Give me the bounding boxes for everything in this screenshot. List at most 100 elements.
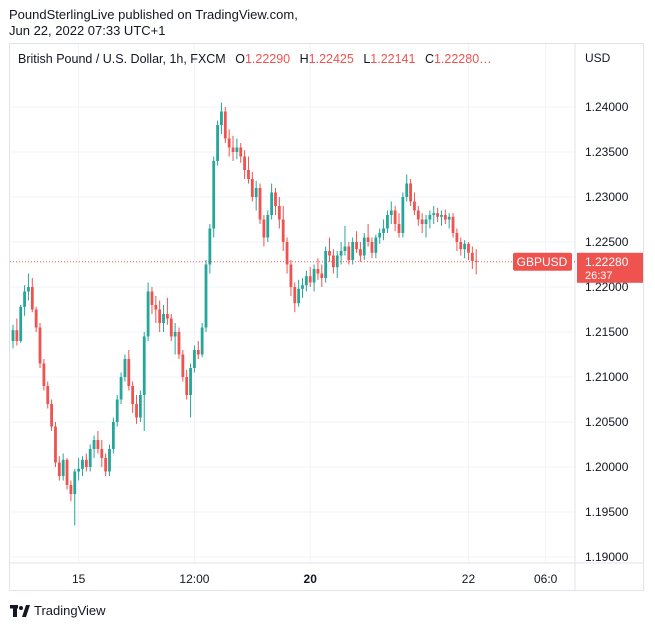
candle	[378, 228, 382, 244]
candle	[185, 369, 189, 400]
candle	[343, 225, 347, 256]
candle-body	[316, 269, 320, 274]
candle-body	[69, 485, 73, 494]
candle	[328, 237, 331, 262]
candle	[397, 213, 401, 238]
chart-frame	[9, 43, 644, 591]
candle	[38, 323, 42, 368]
candle	[30, 278, 34, 313]
low-value: 1.22141	[370, 52, 416, 66]
candle-body	[142, 336, 146, 395]
candle	[370, 237, 374, 259]
candle-body	[27, 287, 30, 292]
candle	[146, 282, 150, 341]
candle-body	[459, 242, 463, 250]
candle	[339, 242, 343, 265]
candle-body	[119, 377, 123, 400]
candle	[351, 237, 355, 265]
candle	[196, 341, 200, 359]
candle	[138, 390, 142, 422]
candle-body	[208, 228, 212, 265]
candle-body	[23, 291, 26, 307]
candle	[200, 323, 204, 358]
candle	[455, 228, 459, 251]
candle-body	[138, 395, 142, 418]
candle-body	[247, 170, 250, 179]
y-tick-label: 1.23000	[585, 190, 629, 204]
candle-body	[289, 264, 293, 287]
candle-body	[84, 459, 88, 467]
candle-body	[61, 459, 65, 476]
y-tick-label: 1.21000	[585, 370, 629, 384]
candle-body	[46, 386, 50, 404]
candle-body	[389, 210, 393, 215]
candle	[285, 237, 289, 274]
low-label: L	[363, 52, 371, 66]
candle	[386, 210, 389, 233]
candle-body	[258, 188, 262, 220]
candle-body	[77, 468, 81, 472]
candle-body	[111, 422, 115, 449]
high-label: H	[299, 52, 309, 66]
close-label: C	[424, 52, 434, 66]
candle	[293, 282, 297, 313]
candle	[23, 285, 26, 316]
candle	[15, 318, 19, 346]
candle-body	[223, 111, 227, 139]
candle	[88, 444, 92, 472]
candle	[27, 273, 30, 301]
candle-body	[447, 216, 451, 220]
candle	[401, 192, 405, 238]
y-tick-label: 1.22500	[585, 235, 629, 249]
candle-body	[100, 449, 104, 458]
candle	[173, 323, 177, 355]
candle-body	[386, 215, 389, 229]
candle	[274, 188, 277, 215]
publisher-line: PoundSterlingLive published on TradingVi…	[9, 7, 298, 22]
candle	[77, 458, 81, 481]
candle	[316, 258, 320, 280]
candle	[73, 468, 77, 526]
candle	[281, 206, 285, 251]
candle-body	[146, 291, 150, 337]
close-value: 1.22280…	[433, 52, 492, 66]
candle-body	[81, 459, 84, 469]
candle	[11, 324, 15, 349]
candle	[42, 359, 46, 391]
candle-body	[436, 213, 439, 217]
candle-body	[73, 471, 77, 494]
candle-body	[173, 332, 177, 337]
candle	[366, 224, 370, 247]
open-value: 1.22290	[244, 52, 291, 66]
candle-body	[366, 237, 370, 242]
candle	[270, 183, 274, 220]
candle	[289, 260, 293, 296]
candle	[46, 381, 50, 409]
candle	[231, 135, 235, 161]
candle	[470, 246, 474, 269]
candle-body	[220, 111, 223, 125]
candle	[254, 180, 258, 211]
candle-body	[193, 350, 196, 368]
candle-body	[270, 192, 274, 215]
candle	[166, 297, 169, 325]
tradingview-brand[interactable]: TradingView	[10, 603, 106, 618]
candle	[123, 354, 127, 382]
candle	[420, 213, 424, 233]
candle	[474, 249, 478, 275]
candle	[227, 129, 231, 157]
candle-body	[212, 161, 216, 229]
candle-body	[378, 233, 382, 238]
candle-body	[277, 206, 281, 220]
candle	[111, 417, 115, 454]
candle-body	[123, 359, 127, 377]
y-tick-label: 1.23500	[585, 145, 629, 159]
candle-body	[370, 242, 374, 253]
candle-body	[108, 449, 111, 472]
candle-body	[204, 264, 208, 328]
candle	[243, 150, 246, 179]
candle	[297, 279, 301, 307]
candle	[382, 219, 385, 241]
candle-body	[127, 359, 131, 386]
